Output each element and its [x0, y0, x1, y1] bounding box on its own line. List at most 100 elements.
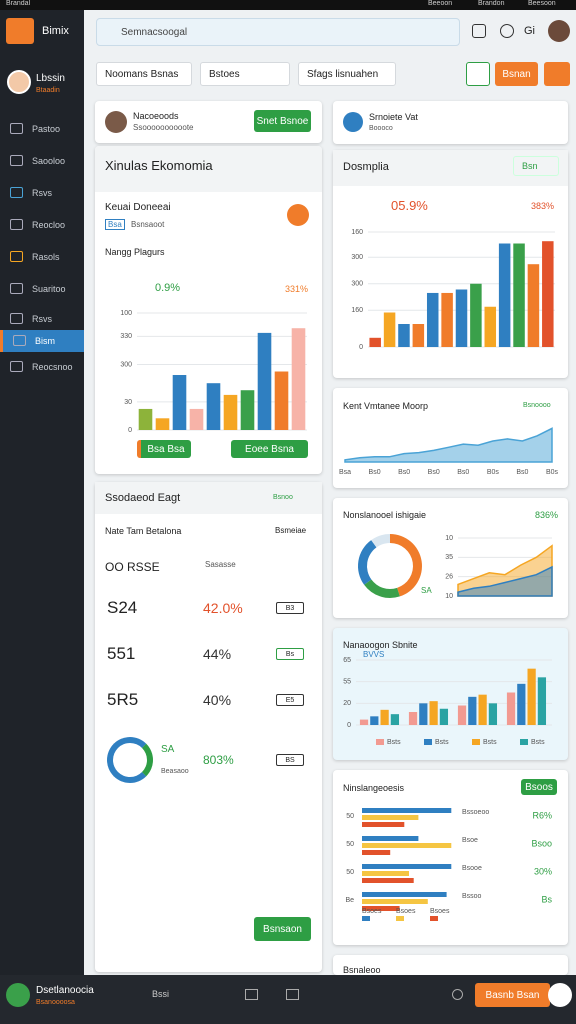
legend: 0.9% — [155, 282, 181, 294]
cell: 5R5 — [107, 690, 139, 709]
cell: Sasasse — [205, 560, 236, 569]
nav-item[interactable]: Bism — [0, 330, 84, 352]
dropdown[interactable]: Noomans Bsnas — [96, 62, 192, 86]
badge: Bsnoooo — [523, 402, 551, 409]
top-left: Brandal — [6, 0, 31, 7]
button[interactable]: Bsnsaon — [254, 917, 311, 941]
column: Bsmeiae — [275, 526, 307, 535]
pill: Bs — [276, 648, 304, 660]
nav-icon — [10, 123, 23, 134]
badge: Bsnoo — [273, 494, 293, 501]
trend-card: Kent Vmtanee Moorp Bsnoooo — [333, 388, 568, 488]
nav-item[interactable]: Reocsnoo — [0, 356, 84, 378]
summary-sub: Beasaoo — [161, 768, 189, 775]
search[interactable]: Semnacsoogal — [96, 18, 460, 46]
nav-icon — [10, 155, 23, 166]
legend: 331% — [285, 284, 309, 294]
donut-label: SA — [421, 586, 432, 595]
nav-item[interactable]: Rsvs — [0, 182, 84, 204]
icon[interactable] — [452, 989, 463, 1000]
avatar[interactable] — [6, 983, 30, 1007]
dropdown[interactable]: Sfags lisnuahen — [298, 62, 396, 86]
nav-icon — [10, 313, 23, 324]
subtitle: BVVS — [363, 650, 385, 659]
sidebar: Bimix Lbssin Btaadin Pastoo Saooloo Rsvs Re… — [0, 10, 84, 975]
column: Nate Tam Betalona — [105, 526, 182, 536]
top-item: Beesoon — [528, 0, 556, 7]
item[interactable]: Bssi — [152, 989, 170, 999]
initials: Gi — [524, 25, 535, 37]
search-text: Semnacsoogal — [121, 27, 188, 38]
name: Nacoeoods — [133, 111, 179, 121]
value: 836% — [535, 510, 559, 520]
section: Nangg Plagurs — [105, 247, 165, 257]
button[interactable]: Bsa Bsa — [137, 440, 191, 458]
icon[interactable] — [245, 989, 258, 1000]
user-role: Btaadin — [36, 87, 60, 94]
nav-icon — [10, 219, 23, 230]
brand: Bimix — [42, 25, 69, 37]
top-item: Beeoon — [428, 0, 453, 7]
stats-card: Ssodaeod Eagt Bsnoo Nate Tam Betalona Bs… — [95, 482, 322, 972]
subtitle: Ssoooooooooote — [133, 123, 194, 132]
title: Nanaoogon Sbnite — [343, 640, 418, 650]
tag: Bsa — [105, 219, 125, 230]
nav-item[interactable]: Rsvs — [0, 308, 84, 330]
nav-item[interactable]: Rasols — [0, 246, 84, 268]
avatar[interactable] — [548, 983, 572, 1007]
pill: E5 — [276, 694, 304, 706]
title: Kent Vmtanee Moorp — [343, 401, 429, 411]
title: Ssodaeod Eagt — [105, 492, 181, 504]
overview-card: Xinulas Ekomomia Keuai Doneeai Bsa Bsnsa… — [95, 146, 322, 474]
account-card: Srnoiete Vat Boooco — [333, 101, 568, 144]
button[interactable]: Basnb Bsan — [475, 983, 550, 1007]
cell: 551 — [107, 644, 136, 663]
tag-text: Bsnsaoot — [131, 220, 165, 229]
top-item: Brandon — [478, 0, 505, 7]
bottom-bar: Dsetlanoocia Bsanoooosa Bssi Basnb Bsan — [0, 975, 576, 1024]
avatar[interactable] — [7, 70, 31, 94]
pill: B3 — [276, 602, 304, 614]
name: Dsetlanoocia — [36, 985, 94, 996]
nav-item[interactable]: Saooloo — [0, 150, 84, 172]
group-card: Nanaoogon Sbnite BVVS — [333, 628, 568, 760]
cell: 40% — [203, 692, 232, 708]
icon[interactable] — [500, 24, 514, 38]
title: Bsnaleoo — [343, 965, 381, 975]
nav-icon — [13, 335, 26, 346]
nav-item[interactable]: Reocloo — [0, 214, 84, 236]
nav-item[interactable]: Pastoo — [0, 118, 84, 140]
avatar[interactable] — [548, 20, 570, 42]
top-strip: Brandal Beeoon Brandon Beesoon — [0, 0, 576, 10]
summary-label: SA — [161, 744, 175, 755]
user-name: Lbssin — [36, 73, 65, 84]
sub: Bsanoooosa — [36, 999, 75, 1006]
title: Dosmplia — [343, 161, 389, 173]
icon — [343, 112, 363, 132]
title: Xinulas Ekomomia — [105, 158, 213, 173]
button[interactable]: Eoee Bsna — [231, 440, 308, 458]
nav-icon — [10, 361, 23, 372]
logo[interactable] — [6, 18, 34, 44]
name: Srnoiete Vat — [369, 112, 418, 122]
button[interactable]: Bsoos — [521, 779, 557, 795]
cell: 44% — [203, 646, 232, 662]
title: Nonslanooel ishigaie — [343, 510, 427, 520]
nav-icon — [10, 251, 23, 262]
dropdown[interactable]: Bstoes — [200, 62, 290, 86]
mix-card: Nonslanooel ishigaie 836% SA — [333, 498, 568, 618]
range-card: Ninslangeoesis Bsoos — [333, 770, 568, 945]
nav-item[interactable]: Suaritoo — [0, 278, 84, 300]
icon-button[interactable] — [287, 204, 309, 226]
avatar — [105, 111, 127, 133]
icon-button[interactable] — [544, 62, 570, 86]
footer-card: Bsnaleoo — [333, 955, 568, 975]
cell: S24 — [107, 598, 138, 617]
button[interactable]: Snet Bsnoe — [254, 110, 311, 132]
icon-button[interactable] — [466, 62, 490, 86]
icon[interactable] — [286, 989, 299, 1000]
button[interactable]: Bsnan — [495, 62, 538, 86]
icon[interactable] — [472, 24, 486, 38]
dropdown[interactable]: Bsn — [513, 156, 559, 176]
nav-icon — [10, 283, 23, 294]
